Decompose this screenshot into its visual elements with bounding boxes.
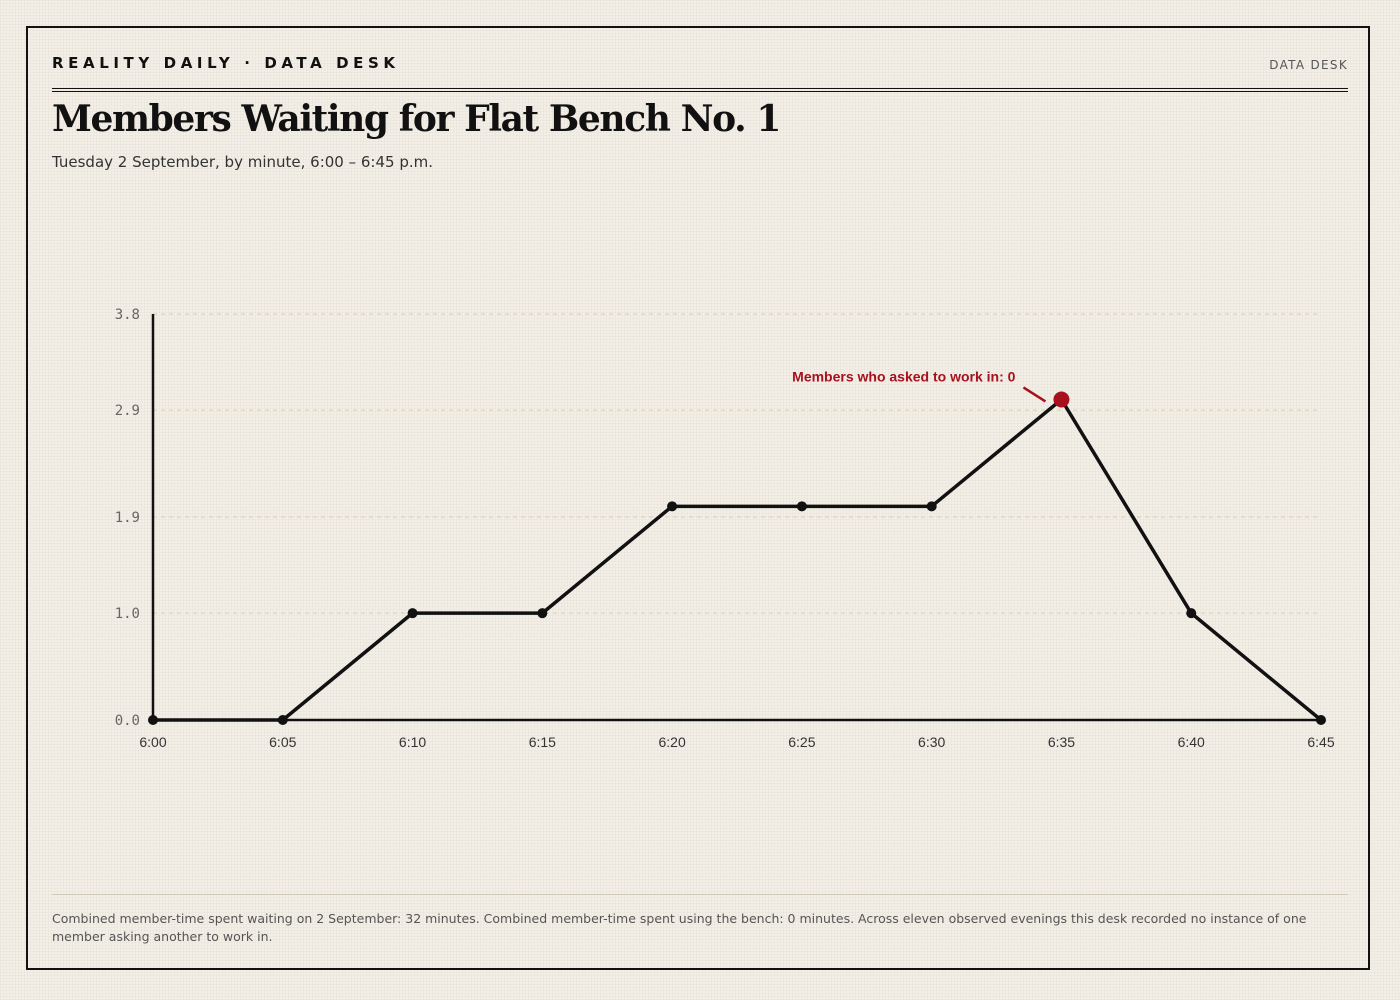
page-frame: [26, 26, 1370, 970]
y-tick-label: 1.0: [115, 606, 140, 622]
data-point: [1186, 608, 1197, 619]
x-tick-label: 6:40: [1178, 734, 1205, 750]
footnote: Combined member-time spent waiting on 2 …: [52, 911, 1307, 944]
masthead: REALITY DAILY · DATA DESK DATA DESK: [52, 52, 1348, 92]
y-tick-label: 3.8: [115, 307, 140, 323]
y-tick-label: 1.9: [115, 510, 140, 526]
chart-title: Members Waiting for Flat Bench No. 1: [52, 98, 781, 140]
x-tick-label: 6:35: [1048, 734, 1075, 750]
x-tick-label: 6:15: [529, 734, 556, 750]
annotation-label: Members who asked to work in: 0: [792, 368, 1015, 384]
publication-name: REALITY DAILY · DATA DESK: [52, 54, 400, 72]
data-point: [148, 715, 158, 725]
x-tick-label: 6:25: [788, 734, 815, 750]
x-tick-label: 6:30: [918, 734, 945, 750]
x-tick-label: 6:10: [399, 734, 426, 750]
y-tick-label: 2.9: [115, 403, 140, 419]
x-tick-label: 6:20: [658, 734, 685, 750]
data-point: [667, 501, 678, 512]
series-line: [151, 397, 1323, 722]
chart-subtitle: Tuesday 2 September, by minute, 6:00 – 6…: [52, 153, 433, 171]
x-tick-label: 6:45: [1307, 734, 1334, 750]
data-point: [926, 501, 937, 512]
annotation-leader: [1022, 386, 1047, 403]
footer-rule: [52, 894, 1348, 895]
data-point: [537, 608, 548, 619]
data-point: [796, 501, 807, 512]
x-tick-label: 6:00: [139, 734, 166, 750]
y-tick-label: 0.0: [115, 713, 140, 729]
data-point: [277, 715, 288, 725]
data-point: [1316, 715, 1326, 725]
x-tick-label: 6:05: [269, 734, 296, 750]
highlight-point: [1053, 391, 1070, 408]
data-point: [407, 608, 418, 619]
section-label: DATA DESK: [1269, 58, 1348, 72]
